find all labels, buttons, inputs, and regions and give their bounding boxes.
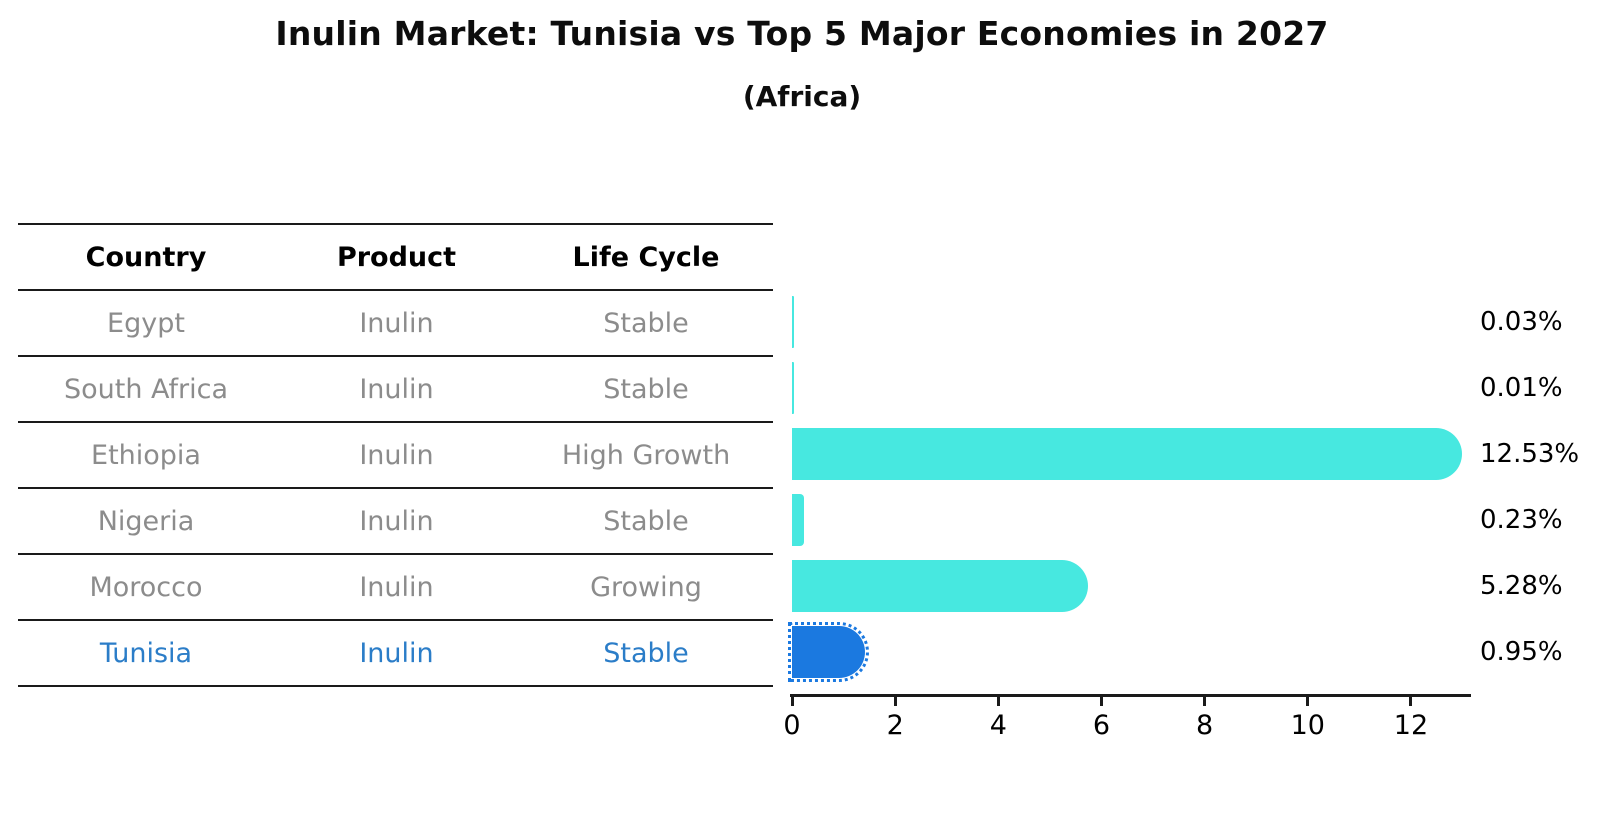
- cell-product: Inulin: [359, 571, 434, 603]
- cell-country: Morocco: [89, 571, 203, 603]
- x-tick-label-8: 8: [1196, 710, 1214, 741]
- country-table: Country Product Life Cycle Egypt Inulin St…: [18, 223, 773, 687]
- cell-product: Inulin: [359, 637, 434, 669]
- x-tick-2: [893, 697, 897, 706]
- value-label-ethiopia: 12.53%: [1480, 439, 1580, 469]
- table-row-egypt: Egypt Inulin Stable: [18, 291, 773, 357]
- cell-country: Tunisia: [99, 637, 193, 669]
- cell-country: Nigeria: [97, 505, 195, 537]
- chart-subtitle: (Africa): [742, 80, 862, 113]
- cell-country: South Africa: [63, 373, 229, 405]
- cell-life-cycle: High Growth: [561, 439, 731, 471]
- bar-south-africa: [792, 362, 794, 414]
- cell-life-cycle: Growing: [590, 571, 702, 603]
- cell-life-cycle: Stable: [603, 637, 689, 669]
- value-label-egypt: 0.03%: [1480, 307, 1563, 337]
- bar-tunisia: [788, 622, 869, 682]
- x-tick-8: [1203, 697, 1207, 706]
- bar-ethiopia: [792, 428, 1463, 480]
- table-row-ethiopia: Ethiopia Inulin High Growth: [18, 423, 773, 489]
- x-tick-label-4: 4: [989, 710, 1007, 741]
- cell-life-cycle: Stable: [603, 505, 689, 537]
- x-tick-6: [1099, 697, 1103, 706]
- table-row-tunisia: Tunisia Inulin Stable: [18, 621, 773, 687]
- table-header-row: Country Product Life Cycle: [18, 225, 773, 291]
- cell-country: Egypt: [107, 307, 185, 339]
- chart-title: Inulin Market: Tunisia vs Top 5 Major Ec…: [275, 14, 1329, 53]
- table-row-morocco: Morocco Inulin Growing: [18, 555, 773, 621]
- x-tick-label-10: 10: [1290, 710, 1325, 741]
- x-tick-label-6: 6: [1092, 710, 1111, 741]
- table-body: Egypt Inulin Stable South Africa Inulin Stabl…: [18, 291, 773, 687]
- x-tick-12: [1409, 697, 1413, 706]
- x-tick-10: [1306, 697, 1310, 706]
- x-tick-4: [996, 697, 1000, 706]
- x-tick-0: [790, 697, 794, 706]
- bar-egypt: [792, 296, 794, 348]
- cell-life-cycle: Stable: [603, 373, 689, 405]
- cell-country: Ethiopia: [91, 439, 201, 471]
- value-label-tunisia: 0.95%: [1480, 637, 1563, 667]
- column-header-product: Product: [336, 241, 457, 273]
- x-tick-label-0: 0: [783, 710, 801, 741]
- value-label-south-africa: 0.01%: [1480, 373, 1563, 403]
- cell-product: Inulin: [359, 307, 434, 339]
- table-row-south-africa: South Africa Inulin Stable: [18, 357, 773, 423]
- x-tick-label-2: 2: [886, 710, 904, 741]
- bar-nigeria: [792, 494, 804, 546]
- value-label-morocco: 5.28%: [1480, 571, 1563, 601]
- x-axis-line: [790, 694, 1471, 697]
- column-header-life-cycle: Life Cycle: [572, 241, 720, 273]
- cell-product: Inulin: [359, 373, 434, 405]
- cell-product: Inulin: [359, 505, 434, 537]
- table-row-nigeria: Nigeria Inulin Stable: [18, 489, 773, 555]
- cell-life-cycle: Stable: [603, 307, 689, 339]
- value-label-nigeria: 0.23%: [1480, 505, 1563, 535]
- x-tick-label-12: 12: [1393, 710, 1429, 741]
- column-header-country: Country: [85, 241, 207, 273]
- cell-product: Inulin: [359, 439, 434, 471]
- bar-morocco: [792, 560, 1089, 612]
